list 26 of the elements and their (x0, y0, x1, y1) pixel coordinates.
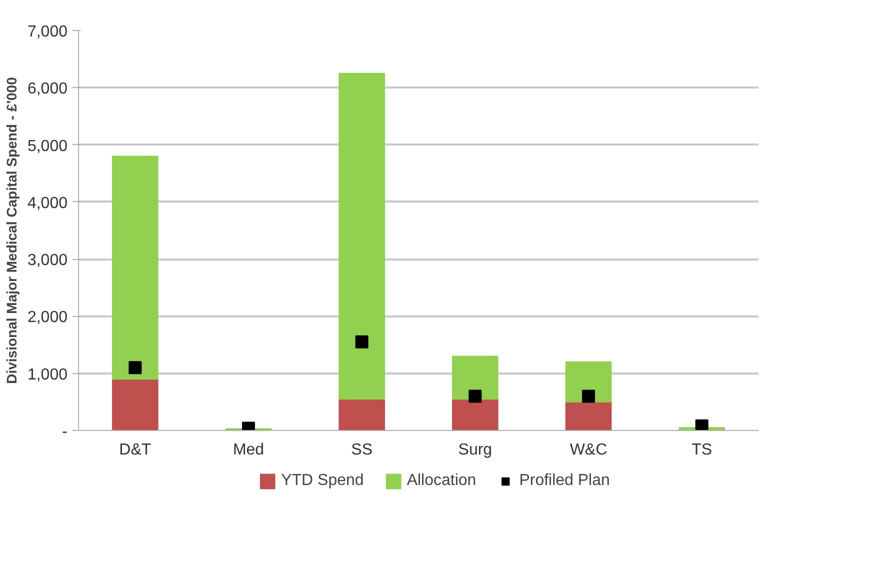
x-tick-label: TS (692, 442, 712, 458)
x-tick-label: Med (232, 442, 264, 458)
x-tick-label: Surg (458, 442, 492, 458)
x-tick-label: SS (351, 442, 373, 458)
y-tick-label: 1,000 (27, 366, 68, 384)
bar (565, 401, 612, 430)
y-tick-label: 6,000 (27, 80, 68, 98)
bar (112, 378, 158, 430)
bar (452, 398, 498, 430)
bar (565, 361, 612, 402)
y-tick-label: - (62, 424, 68, 440)
bar (452, 356, 498, 400)
y-tick-label: 4,000 (27, 194, 68, 212)
legend-label: Allocation (406, 472, 476, 490)
y-tick-label: 7,000 (27, 24, 68, 40)
y-axis-title: Divisional Major Medical Capital Spend - £'000 (3, 76, 20, 384)
bar (338, 72, 385, 400)
y-tick-label: 5,000 (27, 138, 68, 155)
y-tick-label: 2,000 (27, 309, 68, 326)
x-tick-label: W&C (570, 442, 608, 458)
bar (112, 156, 158, 380)
x-tick-label: D&T (119, 442, 152, 458)
legend-label: YTD Spend (281, 472, 364, 490)
legend-label: Profiled Plan (519, 472, 610, 490)
bar (338, 398, 385, 430)
y-tick-label: 3,000 (27, 252, 68, 270)
